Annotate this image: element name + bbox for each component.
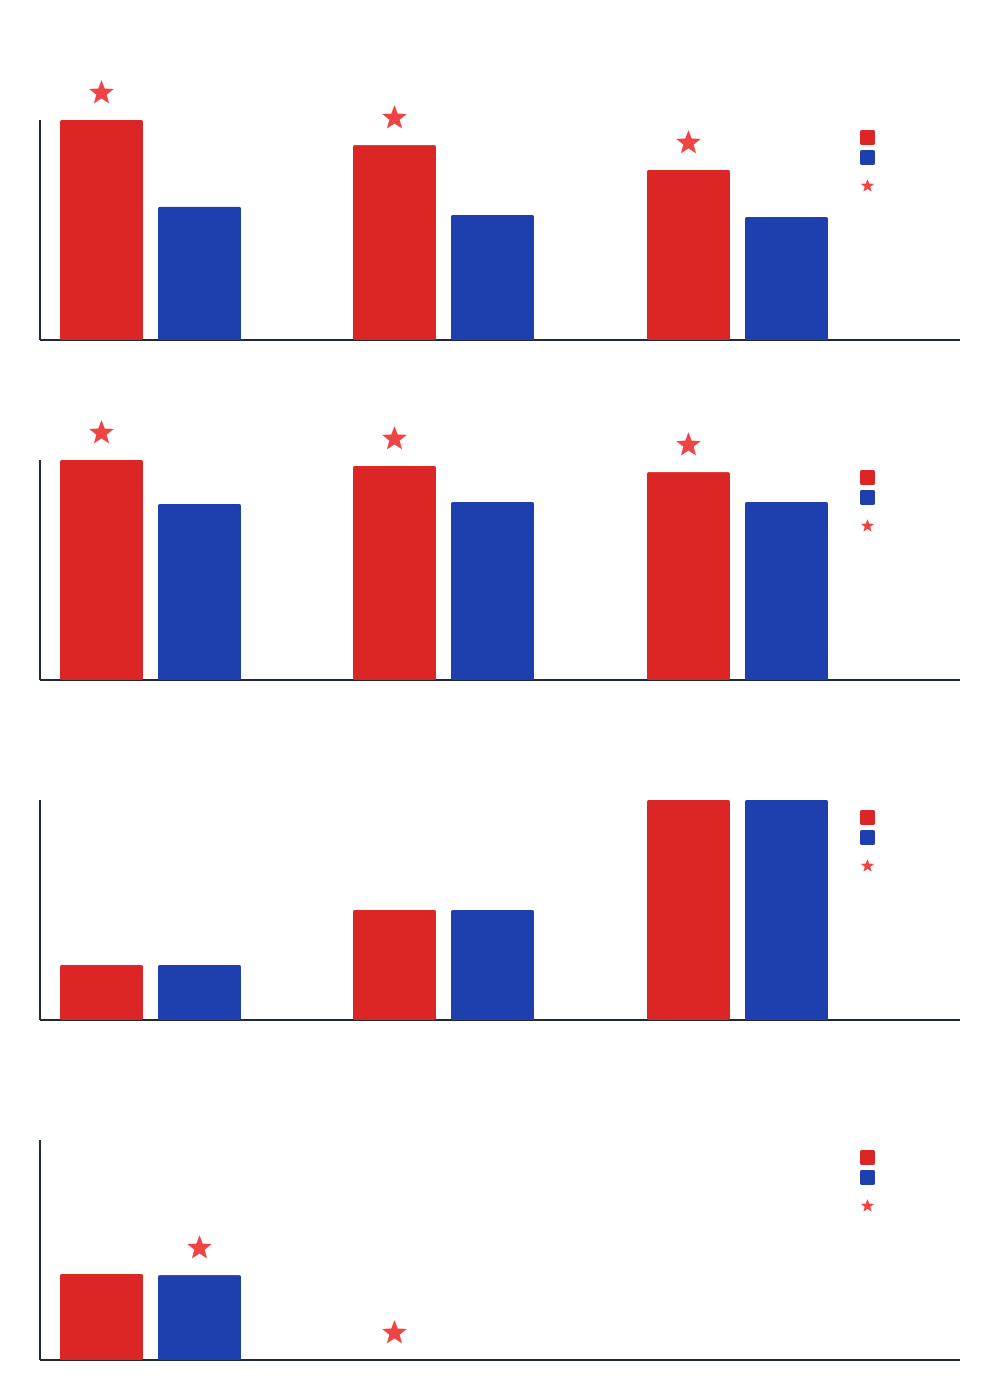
significance-star-marker <box>89 80 114 104</box>
significance-star-marker <box>676 129 701 154</box>
significance-star-marker <box>89 420 114 444</box>
bar-series-b <box>158 965 241 1020</box>
bar-series-b <box>158 1275 241 1360</box>
bar-series-a <box>60 1273 143 1360</box>
bar-series-a <box>60 120 143 340</box>
chart-panel-2 <box>39 420 960 681</box>
bar-series-a <box>60 460 143 680</box>
bar-series-b <box>745 502 828 680</box>
bar-series-b <box>745 800 828 1020</box>
bar-series-b <box>451 502 534 680</box>
legend-star-icon <box>860 859 875 872</box>
bar-series-a <box>353 145 436 340</box>
bar-series-b <box>158 206 241 340</box>
legend-swatch-series-b <box>860 830 875 845</box>
legend-swatch-series-a <box>860 470 875 485</box>
significance-star-marker <box>187 1235 212 1259</box>
legend-swatch-series-a <box>860 810 875 825</box>
chart-panel-1 <box>39 80 960 341</box>
bar-series-b <box>451 910 534 1020</box>
legend-star-icon <box>860 519 875 532</box>
legend-star-icon <box>860 179 875 192</box>
legend-swatch-series-a <box>860 1150 875 1165</box>
bar-series-a <box>353 910 436 1020</box>
bar-series-a <box>353 465 436 680</box>
bar-series-b <box>451 215 534 340</box>
legend-swatch-series-b <box>860 150 875 165</box>
bar-series-a <box>60 965 143 1020</box>
legend-swatch-series-b <box>860 1170 875 1185</box>
bar-series-a <box>647 472 730 680</box>
chart-panel-4 <box>39 1140 960 1361</box>
chart-panel-3 <box>39 800 960 1021</box>
bar-series-b <box>745 217 828 340</box>
bar-series-a <box>647 800 730 1020</box>
legend-swatch-series-a <box>860 130 875 145</box>
bar-series-b <box>158 504 241 680</box>
significance-star-marker <box>382 1320 407 1344</box>
significance-star-marker <box>382 105 407 129</box>
significance-star-marker <box>676 432 701 456</box>
bar-series-a <box>647 169 730 340</box>
legend-swatch-series-b <box>860 490 875 505</box>
legend-star-icon <box>860 1199 875 1212</box>
significance-star-marker <box>382 425 407 450</box>
